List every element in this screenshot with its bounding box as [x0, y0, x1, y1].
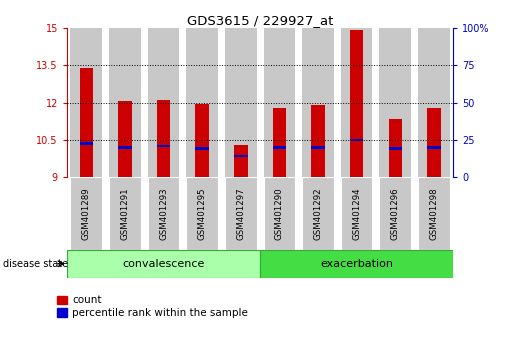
Bar — [67, 250, 260, 278]
Bar — [341, 177, 372, 250]
Bar — [225, 28, 256, 177]
Text: GSM401291: GSM401291 — [121, 187, 129, 240]
Bar — [186, 28, 218, 177]
Text: GSM401293: GSM401293 — [159, 187, 168, 240]
Bar — [341, 28, 372, 177]
Bar — [311, 105, 325, 177]
Bar — [225, 177, 256, 250]
Bar — [427, 146, 441, 149]
Text: GSM401290: GSM401290 — [275, 187, 284, 240]
Bar — [157, 145, 170, 147]
Text: GSM401297: GSM401297 — [236, 187, 245, 240]
Bar — [109, 28, 141, 177]
Text: GSM401296: GSM401296 — [391, 187, 400, 240]
Bar — [350, 30, 364, 177]
Bar — [234, 155, 248, 157]
Bar — [350, 139, 364, 141]
Bar — [272, 108, 286, 177]
Text: GSM401294: GSM401294 — [352, 187, 361, 240]
Bar — [157, 100, 170, 177]
Bar — [264, 28, 295, 177]
Bar — [195, 104, 209, 177]
Bar — [380, 28, 411, 177]
Bar — [71, 28, 102, 177]
Bar — [79, 68, 93, 177]
Bar — [302, 177, 334, 250]
Bar — [388, 119, 402, 177]
Bar — [418, 177, 450, 250]
Text: convalescence: convalescence — [123, 259, 204, 269]
Bar — [380, 177, 411, 250]
Bar — [388, 147, 402, 150]
Bar — [311, 146, 325, 149]
Text: GSM401295: GSM401295 — [198, 187, 207, 240]
Bar — [186, 177, 218, 250]
Bar — [302, 28, 334, 177]
Bar — [79, 142, 93, 145]
Bar — [264, 177, 295, 250]
Bar — [260, 250, 453, 278]
Bar — [272, 146, 286, 149]
Bar — [148, 28, 179, 177]
Bar — [118, 146, 132, 149]
Bar — [71, 177, 102, 250]
Text: GSM401289: GSM401289 — [82, 187, 91, 240]
Text: disease state: disease state — [3, 259, 67, 269]
Text: GSM401298: GSM401298 — [430, 187, 438, 240]
Text: GSM401292: GSM401292 — [314, 187, 322, 240]
Bar — [195, 147, 209, 150]
Text: exacerbation: exacerbation — [320, 259, 393, 269]
Bar — [118, 101, 132, 177]
Legend: count, percentile rank within the sample: count, percentile rank within the sample — [57, 296, 248, 318]
Bar — [234, 145, 248, 177]
Bar — [109, 177, 141, 250]
Bar — [418, 28, 450, 177]
Title: GDS3615 / 229927_at: GDS3615 / 229927_at — [187, 14, 333, 27]
Bar — [427, 108, 441, 177]
Bar — [148, 177, 179, 250]
